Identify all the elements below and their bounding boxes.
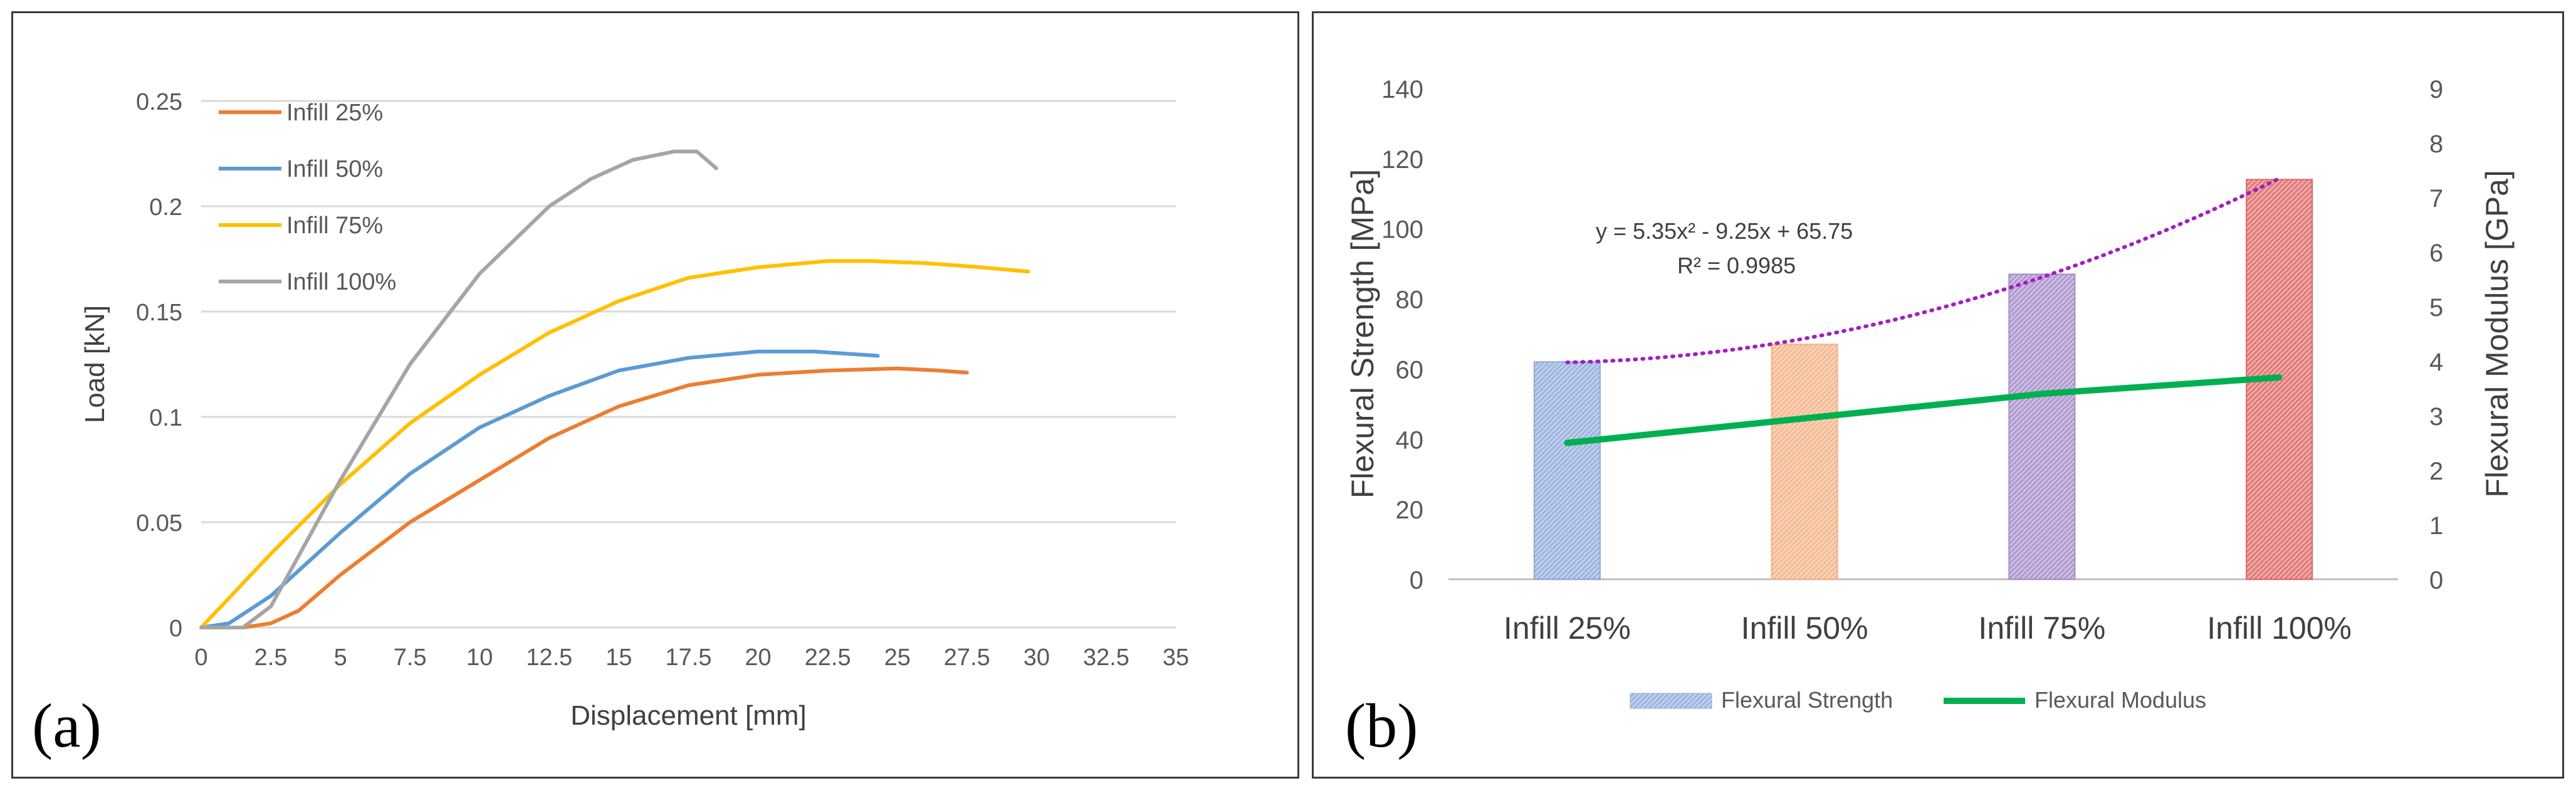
flexural-properties-chart: 0 20 40 60 80 100 120 140 0 1 2 3 4 5 6 7 8 9 Flexural Str… (1345, 76, 2515, 760)
y2-tick-label: 2 (2429, 458, 2443, 485)
x-tick-label: 20 (745, 644, 771, 671)
panel-a: 0 0.05 0.1 0.15 0.2 0.25 0 2.5 5 7.5 10 12.5 15 17.5 2… (11, 11, 1299, 779)
y-tick-label: 0.05 (136, 510, 182, 537)
y2-axis-title: Flexural Modulus [GPa] (2479, 170, 2515, 497)
legend-label: Infill 75% (286, 213, 383, 239)
x-tick-label: 7.5 (394, 644, 427, 671)
x-tick-label: 15 (605, 644, 632, 671)
series-line (199, 259, 1030, 629)
x-tick-label: 12.5 (526, 644, 572, 671)
y-tick-label: 0 (1410, 567, 1423, 594)
category-label: Infill 50% (1741, 611, 1868, 646)
y-tick-label: 80 (1396, 286, 1424, 314)
y-tick-label: 0.1 (149, 405, 182, 431)
category-label: Infill 100% (2207, 611, 2352, 646)
x-tick-label: 22.5 (805, 644, 851, 671)
panel-label: (a) (32, 691, 102, 760)
legend-label: Infill 50% (286, 156, 383, 182)
y-tick-label: 0 (169, 616, 182, 642)
y-tick-label: 120 (1381, 146, 1423, 174)
legend-label: Infill 25% (286, 100, 383, 126)
bar (1533, 361, 1601, 580)
trendline (1565, 176, 2281, 365)
series-line (199, 149, 718, 629)
y2-tick-label: 8 (2429, 130, 2443, 158)
y2-tick-label: 6 (2429, 239, 2443, 267)
series-line (199, 349, 880, 629)
y2-tick-label: 9 (2429, 76, 2443, 103)
legend-swatch (1630, 693, 1712, 709)
y-tick-label: 140 (1381, 76, 1423, 103)
x-tick-label: 30 (1024, 644, 1050, 671)
bar (2008, 273, 2076, 580)
y2-tick-label: 0 (2429, 567, 2443, 594)
y2-tick-label: 4 (2429, 349, 2443, 376)
panel-label: (b) (1345, 691, 1418, 760)
y-axis-title: Load [kN] (80, 305, 110, 423)
load-displacement-chart: 0 0.05 0.1 0.15 0.2 0.25 0 2.5 5 7.5 10 12.5 15 17.5 2… (32, 89, 1189, 760)
bar (1771, 344, 1838, 580)
x-tick-label: 27.5 (944, 644, 990, 671)
y2-tick-label: 3 (2429, 403, 2443, 431)
y-tick-label: 0.2 (149, 194, 182, 221)
x-tick-label: 25 (884, 644, 911, 671)
y-tick-label: 40 (1396, 426, 1424, 454)
trendline-r-squared: R² = 0.9985 (1677, 253, 1796, 278)
x-tick-label: 10 (466, 644, 493, 671)
modulus-line (1564, 374, 2283, 446)
category-label: Infill 25% (1504, 611, 1631, 646)
legend-label: Flexural Modulus (2034, 687, 2206, 713)
y-tick-label: 20 (1396, 496, 1424, 524)
y-axis-title: Flexural Strength [MPa] (1345, 169, 1380, 498)
x-tick-label: 0 (194, 644, 207, 671)
panel-b: 0 20 40 60 80 100 120 140 0 1 2 3 4 5 6 7 8 9 Flexural Str… (1312, 11, 2564, 779)
trendline-equation: y = 5.35x² - 9.25x + 65.75 (1596, 218, 1853, 244)
y-tick-label: 60 (1396, 356, 1424, 384)
y-tick-label: 0.25 (136, 89, 182, 115)
x-tick-label: 2.5 (254, 644, 288, 671)
x-axis-title: Displacement [mm] (570, 700, 807, 731)
x-tick-label: 5 (334, 644, 347, 671)
legend-label: Flexural Strength (1721, 687, 1893, 713)
y2-tick-label: 1 (2429, 512, 2443, 540)
series-line (199, 366, 969, 629)
x-tick-label: 32.5 (1083, 644, 1129, 671)
y2-tick-label: 7 (2429, 185, 2443, 213)
category-label: Infill 75% (1978, 611, 2105, 646)
x-tick-label: 17.5 (666, 644, 712, 671)
y-tick-label: 100 (1381, 216, 1423, 244)
y2-tick-label: 5 (2429, 294, 2443, 322)
x-tick-label: 35 (1163, 644, 1189, 671)
y-tick-label: 0.15 (136, 300, 182, 326)
legend-label: Infill 100% (286, 269, 396, 295)
